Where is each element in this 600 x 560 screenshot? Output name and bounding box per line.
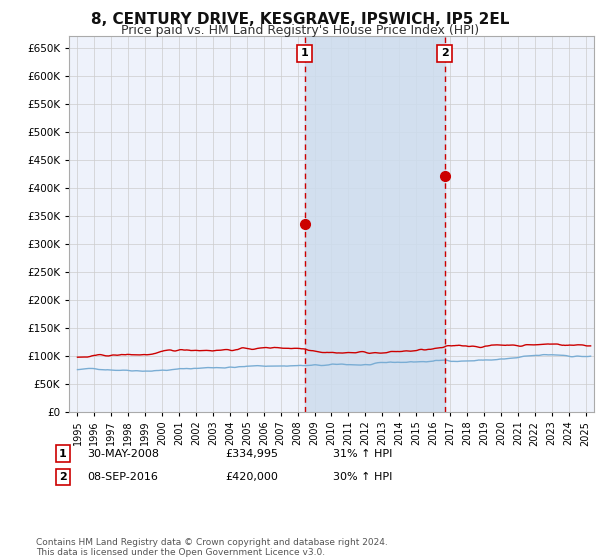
Text: 1: 1 bbox=[301, 48, 308, 58]
Text: Price paid vs. HM Land Registry's House Price Index (HPI): Price paid vs. HM Land Registry's House … bbox=[121, 24, 479, 37]
Bar bbox=[305, 36, 445, 412]
Text: 08-SEP-2016: 08-SEP-2016 bbox=[87, 472, 158, 482]
Text: 8, CENTURY DRIVE, KESGRAVE, IPSWICH, IP5 2EL: 8, CENTURY DRIVE, KESGRAVE, IPSWICH, IP5… bbox=[91, 12, 509, 27]
Text: 31% ↑ HPI: 31% ↑ HPI bbox=[333, 449, 392, 459]
Text: 2: 2 bbox=[59, 472, 67, 482]
Text: 30-MAY-2008: 30-MAY-2008 bbox=[87, 449, 159, 459]
Text: 2: 2 bbox=[441, 48, 449, 58]
Text: £334,995: £334,995 bbox=[225, 449, 278, 459]
Text: Contains HM Land Registry data © Crown copyright and database right 2024.
This d: Contains HM Land Registry data © Crown c… bbox=[36, 538, 388, 557]
Text: 1: 1 bbox=[59, 449, 67, 459]
Text: £420,000: £420,000 bbox=[225, 472, 278, 482]
Text: 30% ↑ HPI: 30% ↑ HPI bbox=[333, 472, 392, 482]
